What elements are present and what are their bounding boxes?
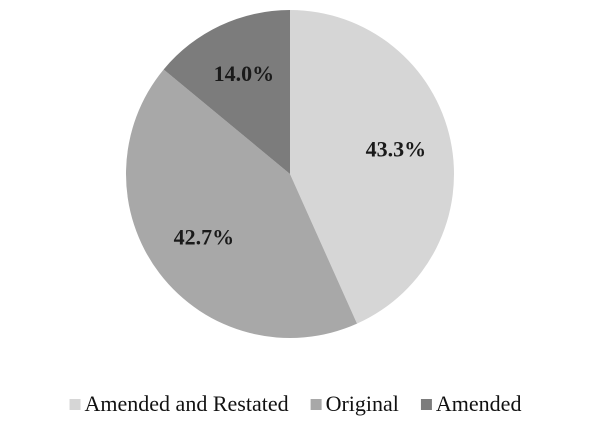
data-label: 43.3%: [366, 136, 427, 161]
data-label: 14.0%: [214, 61, 275, 86]
legend-swatch: [420, 399, 432, 410]
legend-label: Amended and Restated: [85, 391, 289, 416]
legend-swatch: [69, 399, 81, 410]
pie-slice: [290, 10, 454, 324]
pie-slice: [163, 10, 290, 174]
data-label: 42.7%: [174, 225, 235, 250]
legend-label: Amended: [436, 391, 522, 416]
pie-slice: [125, 69, 358, 338]
legend-label: Original: [326, 391, 399, 416]
legend-swatch: [310, 399, 322, 410]
